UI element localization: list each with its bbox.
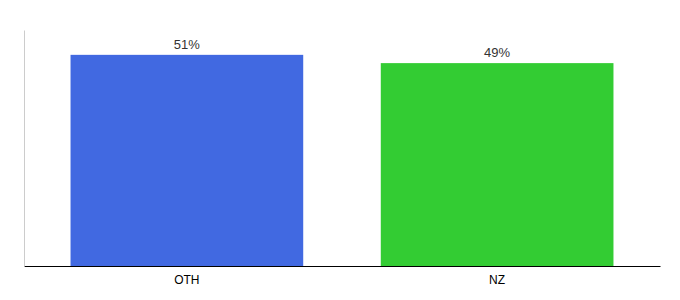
x-axis: OTH NZ [25, 267, 661, 287]
chart-container: OTH NZ 51% 49% [0, 0, 680, 300]
x-tick-label: NZ [489, 273, 505, 287]
plot-area: OTH NZ 51% 49% [25, 31, 661, 287]
y-axis-line [24, 31, 25, 267]
data-label: 51% [174, 37, 200, 52]
data-labels: 51% 49% [174, 37, 511, 60]
x-tick-label: OTH [174, 273, 199, 287]
y-axis [24, 31, 25, 267]
x-tick: NZ [489, 273, 505, 287]
data-label: 49% [484, 45, 510, 60]
chart-svg: OTH NZ 51% 49% [0, 0, 680, 300]
x-axis-line [25, 266, 661, 267]
bar [71, 55, 304, 266]
bars [71, 55, 614, 266]
bar [381, 63, 614, 266]
x-tick: OTH [174, 273, 199, 287]
